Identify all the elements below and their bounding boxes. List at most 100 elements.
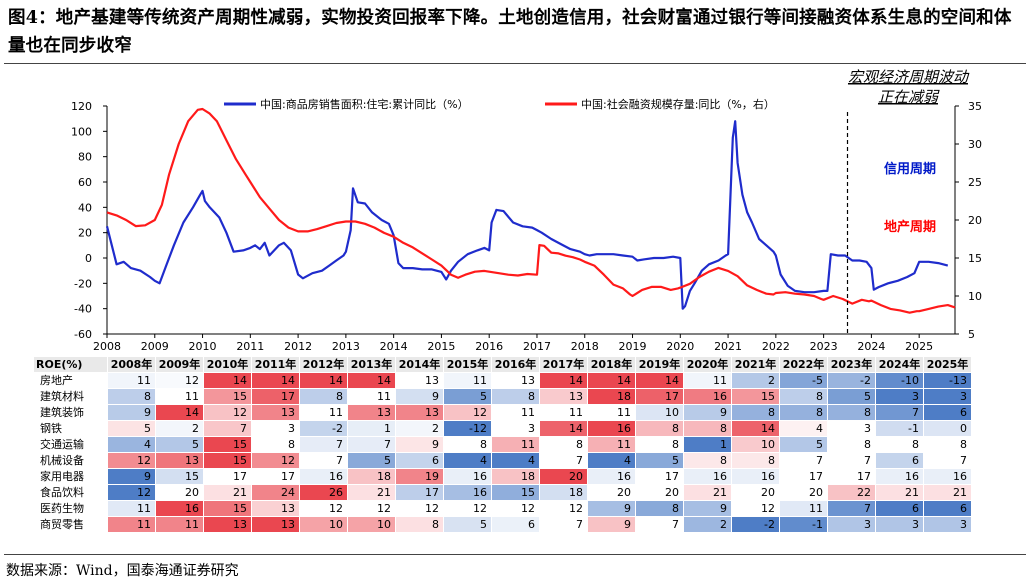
table-cell: 12: [731, 500, 780, 517]
table-cell: 8: [443, 436, 492, 453]
roe-table: ROE(%) 2008年 2009年 2010年 2011年 2012年 2013年 2014…: [33, 356, 972, 533]
table-cell: 11: [107, 372, 156, 389]
table-cell: 17: [827, 468, 876, 485]
table-year-header: 2022年: [779, 356, 828, 373]
table-cell: 8: [683, 452, 732, 469]
table-cell: 20: [779, 484, 828, 501]
table-cell: 12: [299, 500, 348, 517]
table-cell: 2: [395, 420, 444, 437]
x-tick-label: 2022: [762, 340, 790, 353]
table-cell: 12: [203, 404, 252, 421]
x-tick-label: 2009: [141, 340, 169, 353]
table-cell: 8: [731, 404, 780, 421]
table-cell: 11: [779, 500, 828, 517]
table-cell: 16: [683, 468, 732, 485]
table-year-header: 2010年: [203, 356, 252, 373]
left-tick-label: 60: [78, 176, 92, 189]
table-cell: 10: [347, 516, 396, 533]
table-cell: 8: [299, 388, 348, 405]
left-tick-label: -60: [74, 328, 92, 341]
table-cell: 17: [251, 468, 300, 485]
annotation-note-line1: 宏观经济周期波动: [848, 68, 970, 86]
left-axis: -60 -40 -20 0 20 40 60 80 100 120: [71, 100, 108, 341]
x-tick-label: 2015: [427, 340, 455, 353]
left-tick-label: 80: [78, 151, 92, 164]
table-cell: 8: [731, 452, 780, 469]
table-cell: 16: [875, 468, 924, 485]
annotation-note-line2: 正在减弱: [878, 88, 940, 106]
table-cell: 20: [731, 484, 780, 501]
table-cell: 11: [299, 404, 348, 421]
table-row: 钢铁 5 2 7 3 -2 1 2 -12 3 14 16 8 8 14 4 3 -1 0: [33, 420, 972, 437]
table-cell: 14: [347, 372, 396, 389]
table-cell: 12: [155, 372, 204, 389]
table-cell: 7: [299, 436, 348, 453]
table-row: 家用电器 9 15 17 17 16 18 19 16 18 20 16 17 16 16 17 17 16 16: [33, 468, 972, 485]
table-cell: 15: [203, 436, 252, 453]
table-cell: 16: [587, 468, 636, 485]
right-tick-label: 5: [968, 328, 975, 341]
table-row: 建筑装饰 9 14 12 13 11 13 13 12 11 11 11 10 9 8 8 8 7 6: [33, 404, 972, 421]
x-tick-label: 2024: [857, 340, 885, 353]
table-cell: 20: [539, 468, 588, 485]
table-cell: 14: [155, 404, 204, 421]
table-row-label: 医药生物: [33, 500, 108, 517]
left-tick-label: -20: [74, 277, 92, 290]
right-tick-label: 25: [968, 176, 982, 189]
table-cell: 11: [683, 372, 732, 389]
table-cell: 3: [491, 420, 540, 437]
table-cell: 17: [395, 484, 444, 501]
table-cell: 8: [107, 388, 156, 405]
table-cell: 7: [635, 516, 684, 533]
table-cell: 8: [635, 500, 684, 517]
right-axis: 5 10 15 20 25 30 35: [954, 100, 982, 341]
x-tick-label: 2013: [332, 340, 360, 353]
table-cell: 13: [395, 372, 444, 389]
table-cell: 12: [251, 452, 300, 469]
x-tick-label: 2023: [810, 340, 838, 353]
table-cell: 16: [731, 468, 780, 485]
table-cell: -5: [779, 372, 828, 389]
x-tick-label: 2017: [523, 340, 551, 353]
table-cell: 5: [443, 388, 492, 405]
table-year-header: 2018年: [587, 356, 636, 373]
table-row-label: 房地产: [33, 372, 108, 389]
series-line-social-financing: [106, 107, 956, 314]
x-tick-label: 2011: [236, 340, 264, 353]
table-cell: 7: [539, 452, 588, 469]
x-tick-label: 2018: [571, 340, 599, 353]
x-tick-label: 2019: [619, 340, 647, 353]
table-cell: 20: [635, 484, 684, 501]
table-year-header: 2011年: [251, 356, 300, 373]
table-cell: 13: [539, 388, 588, 405]
table-cell: 14: [635, 372, 684, 389]
table-cell: 11: [491, 436, 540, 453]
table-cell: 11: [107, 500, 156, 517]
table-cell: 16: [683, 388, 732, 405]
table-cell: 8: [827, 436, 876, 453]
table-cell: 16: [443, 484, 492, 501]
table-cell: 8: [635, 420, 684, 437]
table-cell: 2: [683, 516, 732, 533]
x-tick-label: 2025: [905, 340, 933, 353]
table-cell: 18: [587, 388, 636, 405]
table-cell: 9: [395, 436, 444, 453]
table-cell: 3: [923, 516, 972, 533]
table-cell: 7: [875, 404, 924, 421]
table-row-label: 商贸零售: [33, 516, 108, 533]
table-cell: 16: [443, 468, 492, 485]
table-year-header: 2012年: [299, 356, 348, 373]
legend: 中国:商品房销售面积:住宅:累计同比（%） 中国:社会融资规模存量:同比（%，右…: [224, 97, 775, 111]
annotation-credit-cycle: 信用周期: [884, 161, 936, 177]
annotation-property-cycle: 地产周期: [884, 219, 936, 235]
table-cell: 12: [539, 500, 588, 517]
table-cell: 18: [491, 468, 540, 485]
table-cell: 1: [347, 420, 396, 437]
x-tick-label: 2010: [189, 340, 217, 353]
table-cell: 13: [251, 516, 300, 533]
table-row: 医药生物 11 16 15 13 12 12 12 12 12 12 9 8 9 12 11 7 6 6: [33, 500, 972, 517]
table-cell: 13: [347, 404, 396, 421]
table-cell: 8: [779, 404, 828, 421]
table-cell: 3: [827, 420, 876, 437]
table-cell: -10: [875, 372, 924, 389]
